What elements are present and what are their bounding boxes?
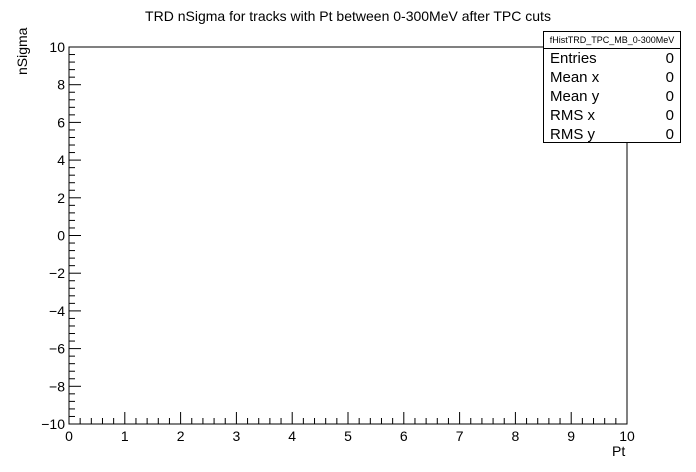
x-tick-label: 1 [121, 428, 129, 444]
y-tick-label: 0 [57, 228, 65, 244]
stats-row-rms-x: RMS x 0 [544, 106, 680, 125]
x-tick-label: 9 [567, 428, 575, 444]
y-tick-label: −10 [41, 416, 65, 432]
x-tick-label: 5 [344, 428, 352, 444]
stats-row-entries: Entries 0 [544, 49, 680, 68]
stats-label: Mean y [550, 88, 600, 105]
stats-label: Mean x [550, 69, 600, 86]
y-tick-label: −2 [49, 265, 65, 281]
stats-row-rms-y: RMS y 0 [544, 125, 680, 144]
y-tick-label: 8 [57, 77, 65, 93]
chart-title: TRD nSigma for tracks with Pt between 0-… [145, 8, 551, 24]
stats-value: 0 [665, 69, 674, 86]
x-tick-label: 2 [177, 428, 185, 444]
y-tick-label: 10 [49, 39, 65, 55]
stats-value: 0 [665, 107, 674, 124]
x-tick-label: 3 [233, 428, 241, 444]
x-tick-label: 0 [65, 428, 73, 444]
y-axis-label: nSigma [14, 27, 30, 75]
y-tick-label: 6 [57, 114, 65, 130]
stats-label: RMS y [550, 126, 595, 143]
y-tick-label: −6 [49, 341, 65, 357]
stats-row-mean-y: Mean y 0 [544, 87, 680, 106]
stats-box: fHistTRD_TPC_MB_0-300MeV Entries 0 Mean … [543, 31, 681, 143]
stats-label: Entries [550, 50, 597, 67]
stats-row-mean-x: Mean x 0 [544, 68, 680, 87]
y-tick-label: −4 [49, 303, 65, 319]
x-tick-label: 10 [619, 428, 635, 444]
y-tick-label: 2 [57, 190, 65, 206]
stats-label: RMS x [550, 107, 595, 124]
x-tick-label: 7 [456, 428, 464, 444]
y-tick-label: 4 [57, 152, 65, 168]
stats-value: 0 [665, 88, 674, 105]
x-tick-label: 8 [512, 428, 520, 444]
x-tick-label: 6 [400, 428, 408, 444]
x-tick-label: 4 [288, 428, 296, 444]
x-axis-label: Pt [612, 443, 626, 459]
stats-value: 0 [665, 126, 674, 143]
stats-box-title: fHistTRD_TPC_MB_0-300MeV [544, 32, 680, 49]
stats-value: 0 [665, 50, 674, 67]
y-tick-label: −8 [49, 378, 65, 394]
